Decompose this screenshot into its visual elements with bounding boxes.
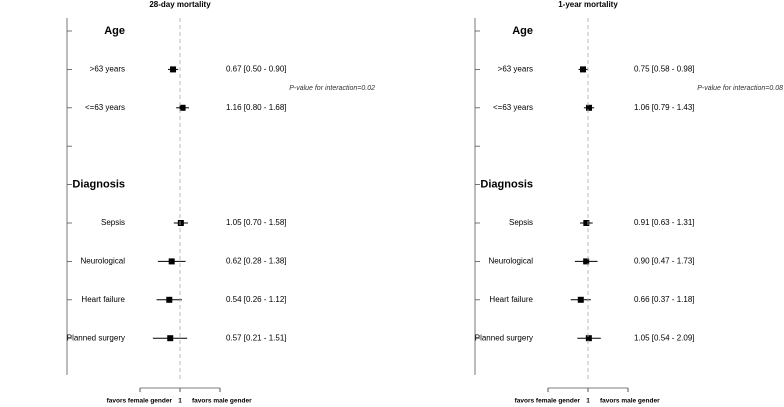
row-label: Planned surgery [475, 333, 533, 342]
point-estimate [583, 258, 590, 265]
value-label: 0.75 [0.58 - 0.98] [634, 65, 695, 74]
x-tick-label: 1 [586, 398, 590, 405]
value-label: 0.67 [0.50 - 0.90] [226, 65, 287, 74]
row-label: Heart failure [489, 295, 533, 304]
point-estimate [585, 335, 592, 342]
favors-right: favors male gender [192, 398, 252, 405]
point-estimate [580, 66, 587, 73]
favors-right: favors male gender [600, 398, 660, 405]
panel-title: 1-year mortality [558, 0, 618, 9]
row-label: Sepsis [509, 218, 533, 227]
point-estimate [166, 296, 173, 303]
x-tick-label: 1 [178, 398, 182, 405]
panel-title: 28-day mortality [149, 0, 211, 9]
value-label: 0.91 [0.63 - 1.31] [634, 218, 695, 227]
favors-left: favors female gender [515, 398, 581, 405]
value-label: 1.05 [0.70 - 1.58] [226, 218, 287, 227]
row-label: <=63 years [85, 103, 125, 112]
row-label: Neurological [81, 257, 126, 266]
group-header: Diagnosis [72, 179, 125, 191]
value-label: 0.57 [0.21 - 1.51] [226, 333, 287, 342]
value-label: 0.54 [0.26 - 1.12] [226, 295, 287, 304]
value-label: 0.90 [0.47 - 1.73] [634, 257, 695, 266]
interaction-note: P-value for interaction=0.02 [289, 85, 375, 92]
point-estimate [586, 104, 593, 111]
value-label: 1.16 [0.80 - 1.68] [226, 103, 287, 112]
point-estimate [577, 296, 584, 303]
point-estimate [167, 335, 174, 342]
value-label: 1.05 [0.54 - 2.09] [634, 333, 695, 342]
favors-left: favors female gender [107, 398, 173, 405]
row-label: <=63 years [493, 103, 533, 112]
point-estimate [170, 66, 177, 73]
point-estimate [177, 220, 184, 226]
row-label: Heart failure [81, 295, 125, 304]
interaction-note: P-value for interaction=0.08 [697, 85, 783, 92]
row-label: Neurological [489, 257, 534, 266]
row-label: >63 years [498, 65, 533, 74]
value-label: 1.06 [0.79 - 1.43] [634, 103, 695, 112]
group-header: Age [104, 25, 125, 37]
value-label: 0.62 [0.28 - 1.38] [226, 257, 287, 266]
group-header: Diagnosis [480, 179, 533, 191]
point-estimate [179, 104, 186, 111]
row-label: Sepsis [101, 218, 125, 227]
point-estimate [168, 258, 175, 265]
row-label: Planned surgery [67, 333, 125, 342]
value-label: 0.66 [0.37 - 1.18] [634, 295, 695, 304]
group-header: Age [512, 25, 533, 37]
point-estimate [583, 220, 590, 226]
row-label: >63 years [90, 65, 125, 74]
